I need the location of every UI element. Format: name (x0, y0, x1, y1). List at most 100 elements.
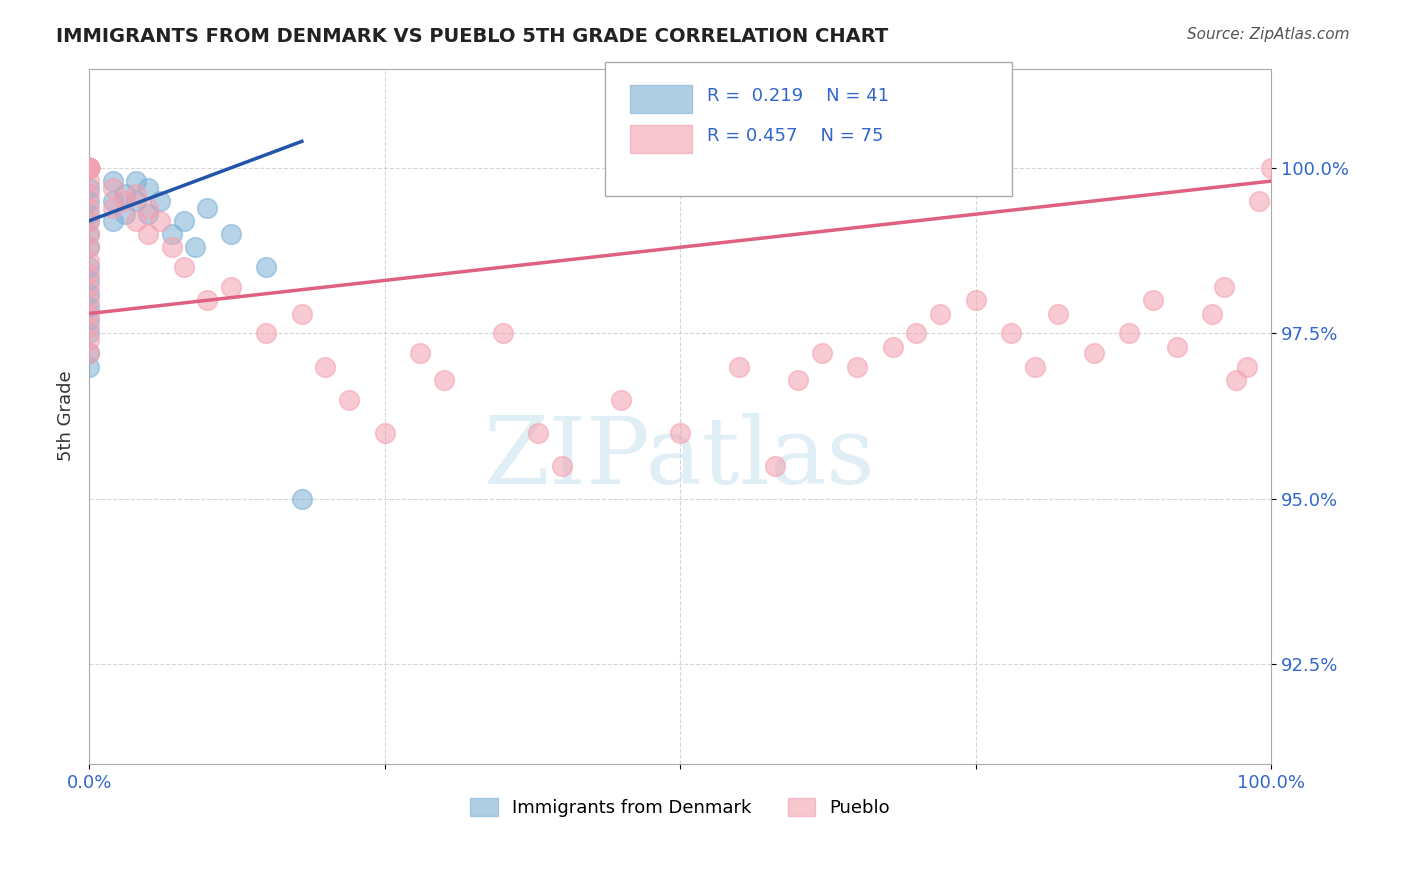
Point (101, 214, 124, 228)
Point (77, 300, 100, 314)
Point (1201, 306, 1223, 320)
Point (763, 458, 786, 473)
Point (492, 326, 515, 341)
Point (77, 161, 100, 175)
Point (77, 161, 100, 175)
Point (1236, 359, 1258, 374)
Point (882, 340, 904, 354)
Point (77, 161, 100, 175)
Point (1083, 346, 1105, 360)
Point (1249, 194, 1271, 208)
Point (77, 214, 100, 228)
Point (195, 293, 218, 308)
Point (101, 174, 124, 188)
Point (173, 214, 195, 228)
Point (551, 458, 574, 473)
Point (1225, 373, 1247, 387)
Point (254, 326, 277, 341)
Point (77, 201, 100, 215)
Point (136, 201, 159, 215)
Point (77, 227, 100, 241)
Point (337, 392, 360, 407)
Point (160, 227, 183, 241)
Point (77, 161, 100, 175)
Point (77, 267, 100, 281)
Point (77, 319, 100, 334)
Point (195, 201, 218, 215)
Point (77, 240, 100, 254)
Point (173, 260, 195, 275)
Point (219, 280, 242, 294)
Point (77, 161, 100, 175)
Point (77, 260, 100, 275)
Point (1024, 359, 1046, 374)
Point (77, 161, 100, 175)
Point (77, 161, 100, 175)
Point (811, 346, 834, 360)
Point (77, 346, 100, 360)
Point (728, 359, 751, 374)
Point (77, 161, 100, 175)
Point (101, 180, 124, 194)
Point (77, 161, 100, 175)
Point (77, 240, 100, 254)
Point (77, 161, 100, 175)
Point (101, 201, 124, 215)
Point (77, 161, 100, 175)
Point (1212, 280, 1234, 294)
Point (77, 161, 100, 175)
Point (1260, 161, 1282, 175)
Point (1166, 340, 1188, 354)
Point (136, 227, 159, 241)
Point (114, 194, 136, 208)
Y-axis label: 5th Grade: 5th Grade (58, 371, 75, 461)
Point (77, 161, 100, 175)
Point (160, 240, 183, 254)
Point (77, 161, 100, 175)
Text: IMMIGRANTS FROM DENMARK VS PUEBLO 5TH GRADE CORRELATION CHART: IMMIGRANTS FROM DENMARK VS PUEBLO 5TH GR… (56, 27, 889, 45)
Point (125, 214, 148, 228)
Point (77, 280, 100, 294)
Point (314, 359, 336, 374)
Point (77, 161, 100, 175)
Point (1000, 326, 1022, 341)
Point (846, 359, 869, 374)
Point (101, 194, 124, 208)
Point (374, 425, 396, 440)
Point (125, 187, 148, 202)
Point (125, 174, 148, 188)
Point (1118, 326, 1140, 341)
Point (125, 194, 148, 208)
Point (77, 180, 100, 194)
Point (77, 161, 100, 175)
Point (77, 359, 100, 374)
Point (77, 313, 100, 327)
Point (77, 253, 100, 268)
Point (1142, 293, 1164, 308)
Point (77, 187, 100, 202)
Point (77, 161, 100, 175)
Point (929, 306, 952, 320)
Point (905, 326, 928, 341)
Point (77, 333, 100, 347)
Point (610, 392, 633, 407)
Point (254, 260, 277, 275)
Text: R = 0.457    N = 75: R = 0.457 N = 75 (707, 128, 884, 145)
Point (965, 293, 987, 308)
Point (136, 207, 159, 221)
Point (77, 161, 100, 175)
Point (77, 161, 100, 175)
Point (219, 227, 242, 241)
Point (114, 207, 136, 221)
Point (77, 214, 100, 228)
Point (149, 194, 172, 208)
Point (77, 161, 100, 175)
Legend: Immigrants from Denmark, Pueblo: Immigrants from Denmark, Pueblo (464, 790, 897, 824)
Point (77, 346, 100, 360)
Point (433, 373, 456, 387)
Point (136, 180, 159, 194)
Point (77, 273, 100, 287)
Point (77, 286, 100, 301)
Point (527, 425, 550, 440)
Point (291, 491, 314, 506)
